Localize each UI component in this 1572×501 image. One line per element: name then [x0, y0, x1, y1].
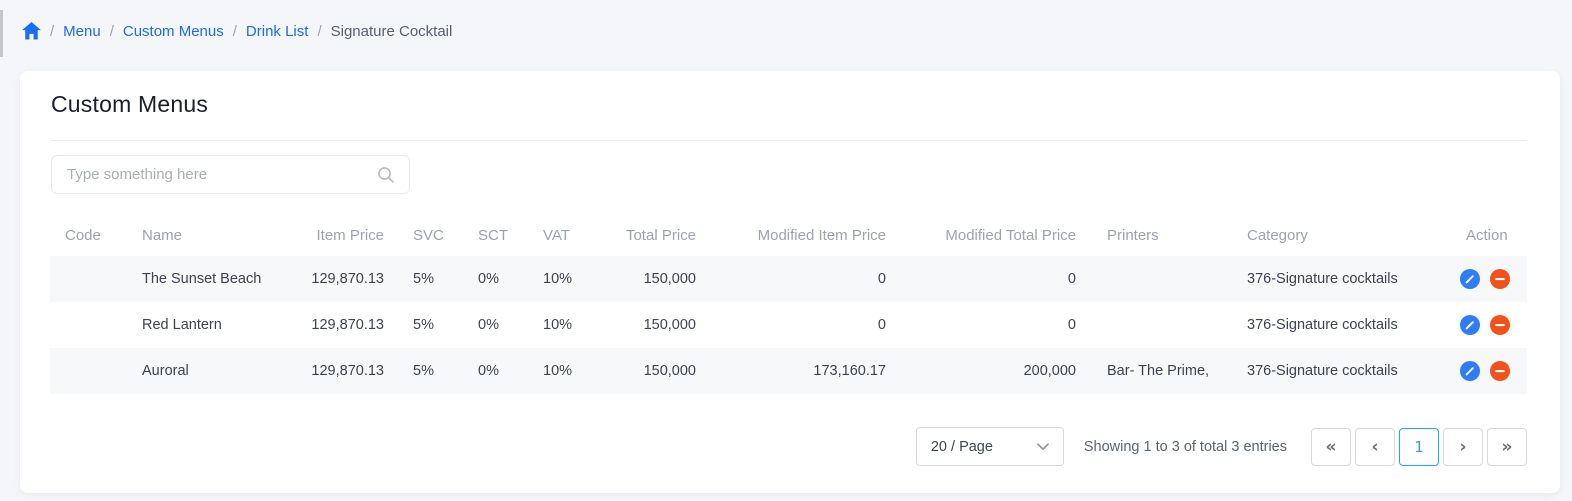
cell-sct: 0%	[478, 317, 499, 333]
breadcrumb-separator: /	[50, 22, 55, 40]
cell-item-price: 129,870.13	[310, 348, 406, 394]
table-row: Red Lantern 129,870.13 5% 0% 10% 150,000…	[50, 302, 1527, 348]
col-header-modified-total-price: Modified Total Price	[945, 226, 1076, 244]
breadcrumb-current: Signature Cocktail	[330, 22, 453, 40]
page-1-button[interactable]: 1	[1399, 427, 1439, 466]
breadcrumb-link-custom-menus[interactable]: Custom Menus	[122, 22, 224, 40]
cell-modified-total-price: 0	[900, 256, 1090, 302]
cell-name: Auroral	[140, 348, 310, 394]
custom-menus-card: Custom Menus Code Name Item Price SVC SC…	[20, 71, 1560, 493]
cell-code	[50, 256, 140, 302]
page-size-value: 20 / Page	[930, 438, 993, 455]
cell-name: Red Lantern	[142, 317, 222, 333]
remove-button[interactable]	[1490, 361, 1511, 381]
col-header-total-price: Total Price	[625, 226, 696, 244]
cell-modified-item-price: 0	[877, 317, 886, 333]
col-header-vat: VAT	[543, 226, 570, 244]
cell-category: 376-Signature cocktails	[1230, 348, 1440, 394]
col-header-code: Code	[65, 226, 101, 244]
cell-code	[50, 348, 140, 394]
remove-button[interactable]	[1490, 315, 1511, 335]
col-header-modified-item-price: Modified Item Price	[757, 226, 886, 244]
table-row: Auroral 129,870.13 5% 0% 10% 150,000 173…	[50, 348, 1527, 394]
cell-svc: 5%	[406, 348, 471, 394]
cell-sct: 0%	[471, 348, 536, 394]
cell-modified-total-price: 200,000	[900, 348, 1090, 394]
first-page-button[interactable]: «	[1311, 427, 1351, 466]
home-icon[interactable]	[22, 22, 41, 40]
table-row: The Sunset Beach 129,870.13 5% 0% 10% 15…	[50, 256, 1527, 302]
breadcrumb-separator: /	[232, 22, 237, 40]
prev-page-button[interactable]: ‹	[1355, 427, 1395, 466]
col-header-action: Action	[1466, 226, 1508, 244]
table-footer: 20 / Page Showing 1 to 3 of total 3 entr…	[915, 427, 1527, 466]
cell-vat: 10%	[536, 256, 600, 302]
col-header-name: Name	[142, 226, 183, 244]
pager: « ‹ 1 › »	[1311, 427, 1527, 466]
cell-item-price: 129,870.13	[311, 317, 384, 333]
cell-total-price: 150,000	[600, 256, 710, 302]
chevron-down-icon	[1037, 442, 1049, 451]
col-header-item-price: Item Price	[316, 226, 384, 244]
last-page-button[interactable]: »	[1487, 427, 1527, 466]
col-header-printers: Printers	[1107, 226, 1159, 244]
cell-printers: Bar- The Prime,	[1090, 348, 1230, 394]
remove-button[interactable]	[1490, 269, 1511, 289]
breadcrumb-separator: /	[317, 22, 322, 40]
col-header-sct: SCT	[478, 226, 508, 244]
left-scrollbar[interactable]	[0, 10, 3, 57]
cell-item-price: 129,870.13	[310, 256, 406, 302]
page-size-select[interactable]: 20 / Page	[915, 427, 1064, 466]
search-input[interactable]	[52, 166, 377, 183]
search-box	[51, 155, 410, 194]
cell-modified-total-price: 0	[1067, 317, 1076, 333]
cell-vat: 10%	[536, 348, 600, 394]
breadcrumb: / Menu / Custom Menus / Drink List / Sig…	[22, 22, 452, 40]
breadcrumb-link-drink-list[interactable]: Drink List	[245, 22, 309, 40]
cell-modified-item-price: 173,160.17	[710, 348, 900, 394]
col-header-svc: SVC	[413, 226, 444, 244]
cell-svc: 5%	[413, 317, 434, 333]
cell-vat: 10%	[543, 317, 573, 333]
cell-sct: 0%	[471, 256, 536, 302]
cell-modified-item-price: 0	[710, 256, 900, 302]
divider	[51, 140, 1527, 141]
entries-summary: Showing 1 to 3 of total 3 entries	[1083, 438, 1287, 455]
cell-code	[50, 302, 140, 348]
edit-button[interactable]	[1460, 361, 1480, 381]
page-title: Custom Menus	[51, 91, 209, 117]
cell-total-price: 150,000	[643, 317, 696, 333]
cell-printers	[1090, 302, 1230, 348]
table-header-row: Code Name Item Price SVC SCT VAT Total P…	[50, 214, 1527, 256]
cell-printers	[1090, 256, 1230, 302]
cell-category: 376-Signature cocktails	[1247, 317, 1398, 333]
breadcrumb-separator: /	[109, 22, 114, 40]
cell-svc: 5%	[406, 256, 471, 302]
custom-menus-table: Code Name Item Price SVC SCT VAT Total P…	[50, 214, 1527, 394]
edit-button[interactable]	[1460, 315, 1480, 335]
edit-button[interactable]	[1460, 269, 1480, 289]
cell-name: The Sunset Beach	[140, 256, 310, 302]
next-page-button[interactable]: ›	[1443, 427, 1483, 466]
col-header-category: Category	[1247, 226, 1308, 244]
cell-total-price: 150,000	[600, 348, 710, 394]
breadcrumb-link-menu[interactable]: Menu	[63, 22, 101, 40]
cell-category: 376-Signature cocktails	[1230, 256, 1440, 302]
search-icon[interactable]	[377, 166, 395, 184]
